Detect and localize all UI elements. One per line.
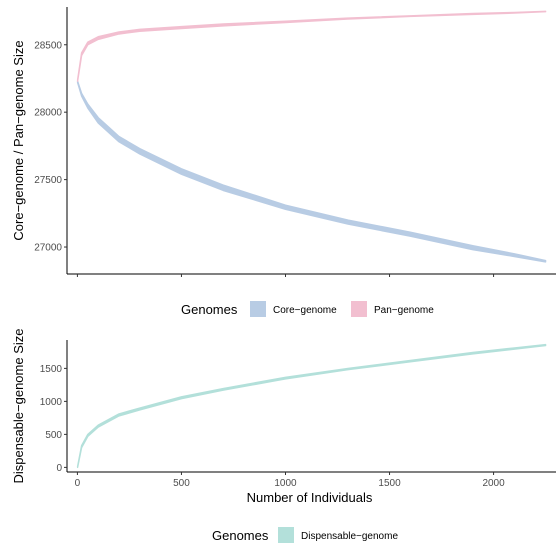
bottom-legend: Genomes Dispensable−genome (212, 527, 398, 543)
x-tick-label: 2000 (482, 478, 505, 489)
y-tick-label: 500 (45, 430, 62, 441)
y-tick-label: 27000 (34, 243, 62, 254)
series-ribbon-pan-genome (76, 10, 547, 82)
x-tick-label: 0 (75, 478, 81, 489)
x-tick-label: 1000 (274, 478, 297, 489)
legend-label: Dispensable−genome (301, 531, 398, 542)
series-ribbon-core-genome (76, 80, 547, 263)
legend-key (278, 527, 294, 543)
y-axis-title: Dispensable−genome Size (11, 328, 26, 483)
y-tick-label: 1000 (40, 397, 63, 408)
y-axis-title: Core−genome / Pan−genome Size (11, 40, 26, 240)
bottom-panel: 0 500 1000 1500 0 500 1000 1500 2000 Dispensable−… (11, 328, 556, 505)
legend-title: Genomes (212, 528, 269, 543)
y-tick-label: 1500 (40, 364, 63, 375)
x-tick-label: 500 (173, 478, 190, 489)
legend-label: Pan−genome (374, 305, 434, 316)
y-tick-label: 28500 (34, 40, 62, 51)
legend-label: Core−genome (273, 305, 337, 316)
legend-key (250, 301, 266, 317)
legend-key (351, 301, 367, 317)
y-tick-label: 28000 (34, 108, 62, 119)
y-tick-label: 27500 (34, 175, 62, 186)
x-tick-label: 1500 (378, 478, 401, 489)
series-ribbon-dispensable-genome (76, 343, 547, 469)
legend-title: Genomes (181, 302, 238, 317)
top-panel: 27000 27500 28000 28500 Core−genome / Pan−ge… (11, 7, 556, 277)
x-axis-title: Number of Individuals (247, 490, 373, 505)
y-tick-label: 0 (56, 463, 62, 474)
top-legend: Genomes Core−genome Pan−genome (181, 301, 434, 317)
